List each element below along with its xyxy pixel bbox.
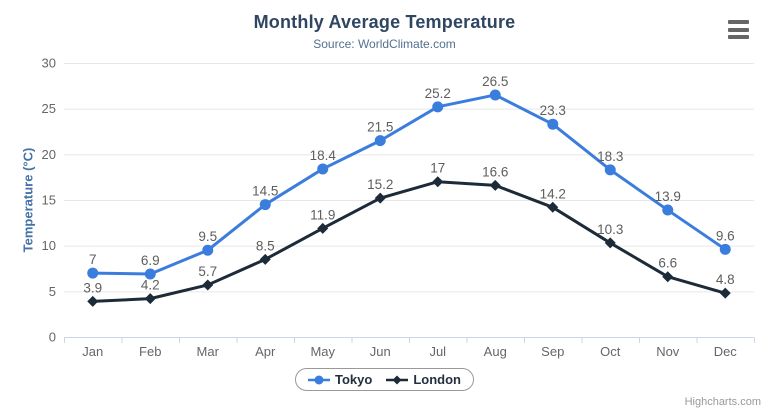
series-tokyo-point-jan[interactable] <box>87 267 99 279</box>
series-london-point-aug[interactable] <box>489 179 501 191</box>
series-tokyo-point-apr[interactable] <box>259 199 271 211</box>
series-london-data-label: 11.9 <box>310 207 335 222</box>
x-axis-label: Nov <box>656 344 680 359</box>
series-london-point-may[interactable] <box>317 222 329 234</box>
series-london-data-label: 8.5 <box>256 238 275 253</box>
legend-box: Tokyo London <box>295 368 474 391</box>
x-axis-label: Oct <box>600 344 621 359</box>
series-london-data-label: 4.8 <box>716 272 735 287</box>
x-axis-label: Feb <box>139 344 161 359</box>
series-london-point-apr[interactable] <box>259 253 271 265</box>
x-axis-label: Dec <box>714 344 738 359</box>
series-tokyo-point-jun[interactable] <box>374 135 386 147</box>
legend-label: Tokyo <box>335 372 373 387</box>
series-london-data-label: 3.9 <box>83 280 102 295</box>
y-axis-label: 25 <box>42 101 56 116</box>
legend-label: London <box>413 372 461 387</box>
series-tokyo-point-mar[interactable] <box>202 244 214 256</box>
series-tokyo-data-label: 25.2 <box>425 86 451 101</box>
x-axis-label: Sep <box>541 344 564 359</box>
series-tokyo-data-label: 9.5 <box>198 229 217 244</box>
series-tokyo-line[interactable] <box>91 93 727 276</box>
hamburger-menu-icon <box>728 35 749 39</box>
series-london-point-jun[interactable] <box>374 192 386 204</box>
hamburger-menu-icon <box>728 27 749 32</box>
series-london-data-label: 5.7 <box>198 264 217 279</box>
series-tokyo-point-jul[interactable] <box>432 101 444 113</box>
x-axis-label: Jul <box>429 344 446 359</box>
legend-item-tokyo[interactable]: Tokyo <box>308 372 372 387</box>
series-tokyo-data-label: 23.3 <box>540 103 566 118</box>
series-tokyo-data-label: 18.3 <box>597 149 623 164</box>
context-menu-button[interactable] <box>728 20 749 39</box>
series-london-data-label: 4.2 <box>141 278 160 293</box>
series-london-point-sep[interactable] <box>547 201 559 213</box>
series-tokyo-point-sep[interactable] <box>547 118 559 130</box>
y-axis-label: 15 <box>42 193 56 208</box>
series-london-data-label: 16.6 <box>482 164 508 179</box>
legend: Tokyo London <box>0 368 769 391</box>
series-tokyo-data-label: 18.4 <box>310 148 337 163</box>
series-tokyo-point-nov[interactable] <box>662 204 674 216</box>
series-london-point-nov[interactable] <box>662 271 674 283</box>
x-axis-label: Jan <box>82 344 103 359</box>
series-tokyo-data-label: 7 <box>89 252 97 267</box>
y-axis-label: 5 <box>49 284 56 299</box>
credits-link[interactable]: Highcharts.com <box>684 396 761 408</box>
series-london-point-mar[interactable] <box>202 279 214 291</box>
series-london-data-label: 6.6 <box>658 256 677 271</box>
series-london-point-oct[interactable] <box>604 237 616 249</box>
series-tokyo-point-aug[interactable] <box>489 89 501 101</box>
series-london-data-label: 17 <box>430 161 445 176</box>
series-tokyo-point-feb[interactable] <box>144 268 156 280</box>
y-axis-label: 20 <box>42 147 56 162</box>
y-axis-label: 30 <box>42 56 56 71</box>
series-tokyo-data-label: 26.5 <box>482 74 508 89</box>
x-axis-label: Aug <box>484 344 507 359</box>
y-axis-label: 10 <box>42 238 56 253</box>
series-tokyo-data-label: 21.5 <box>367 120 393 135</box>
series-tokyo-data-label: 6.9 <box>141 253 160 268</box>
series-london-data-label: 10.3 <box>597 222 623 237</box>
series-tokyo-data-label: 13.9 <box>655 189 681 204</box>
x-axis-label: Jun <box>370 344 391 359</box>
series-london-point-dec[interactable] <box>719 287 731 299</box>
chart-title: Monthly Average Temperature <box>253 12 516 32</box>
series-london-point-jul[interactable] <box>432 176 444 188</box>
series-tokyo-point-oct[interactable] <box>604 164 616 176</box>
x-axis-label: Mar <box>197 344 220 359</box>
series-tokyo-data-label: 9.6 <box>716 228 735 243</box>
x-axis-label: Apr <box>255 344 276 359</box>
series-london-point-feb[interactable] <box>144 293 156 305</box>
series-london-point-jan[interactable] <box>87 295 99 307</box>
hamburger-menu-icon <box>728 20 749 24</box>
series-tokyo-point-dec[interactable] <box>719 243 731 255</box>
diamond-marker-icon <box>386 375 409 384</box>
series-tokyo-data-label: 14.5 <box>252 184 278 199</box>
x-axis-label: May <box>310 344 335 359</box>
series-london-line[interactable] <box>91 180 727 303</box>
series-london-data-label: 15.2 <box>367 177 393 192</box>
chart-subtitle: Source: WorldClimate.com <box>313 37 456 51</box>
series-tokyo-point-may[interactable] <box>317 163 329 175</box>
legend-item-london[interactable]: London <box>386 372 461 387</box>
circle-marker-icon <box>308 375 330 384</box>
series-london-data-label: 14.2 <box>540 186 566 201</box>
y-axis-label: 0 <box>49 330 56 345</box>
